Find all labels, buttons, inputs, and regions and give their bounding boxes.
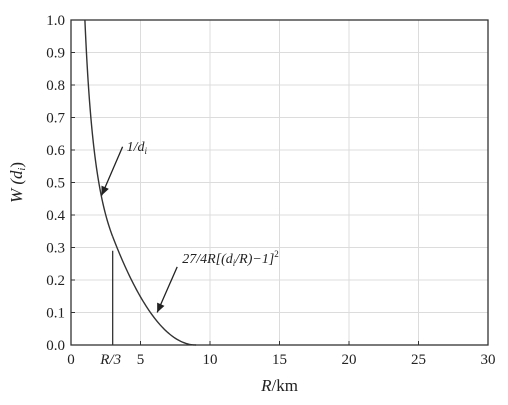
y-tick-label: 0.4 [46,208,65,224]
y-tick-labels: 0.0 0.1 0.2 0.3 0.4 0.5 0.6 0.7 0.8 0.9 1.0 [46,13,65,354]
y-axis-label: W (di) [7,162,28,203]
grid-lines [71,20,488,345]
x-tick-label: 5 [137,352,145,368]
x-tick-label: 30 [481,352,496,368]
annotation-quadratic-label: 27/4R[(di/R)−1]2 [182,249,279,268]
x-tick-label: 25 [411,352,426,368]
x-tick-label: 0 [67,352,75,368]
series-line-inverse [84,19,114,237]
y-tick-label: 0.8 [46,78,65,94]
y-tick-label: 0.9 [46,46,65,62]
y-tick-label: 0.6 [46,143,65,159]
y-tick-label: 1.0 [46,13,65,29]
x-tick-label: 20 [342,352,357,368]
x-tick-label: 15 [272,352,287,368]
x-tick-labels: 0 5 10 15 20 25 30 [67,352,495,368]
annotation-inverse-arrow-head [101,185,109,196]
annotation-inverse-label: 1/di [127,140,148,156]
annotations: 1/di 27/4R[(di/R)−1]2 [100,140,279,313]
vertical-marker-group: R/3 [99,250,121,368]
series-line-quadratic [112,236,197,346]
y-tick-label: 0.3 [46,241,65,257]
vertical-marker-label: R/3 [99,352,121,368]
y-tick-label: 0.5 [46,176,65,192]
annotation-quadratic-arrow-head [157,302,165,313]
series-curves [84,19,197,346]
y-tick-label: 0.0 [46,338,65,354]
plot-frame [70,19,489,346]
y-tick-label: 0.1 [46,306,65,322]
x-axis-label: R/km [260,376,298,395]
y-tick-label: 0.7 [46,111,65,127]
y-tick-label: 0.2 [46,273,65,289]
x-tick-label: 10 [203,352,218,368]
